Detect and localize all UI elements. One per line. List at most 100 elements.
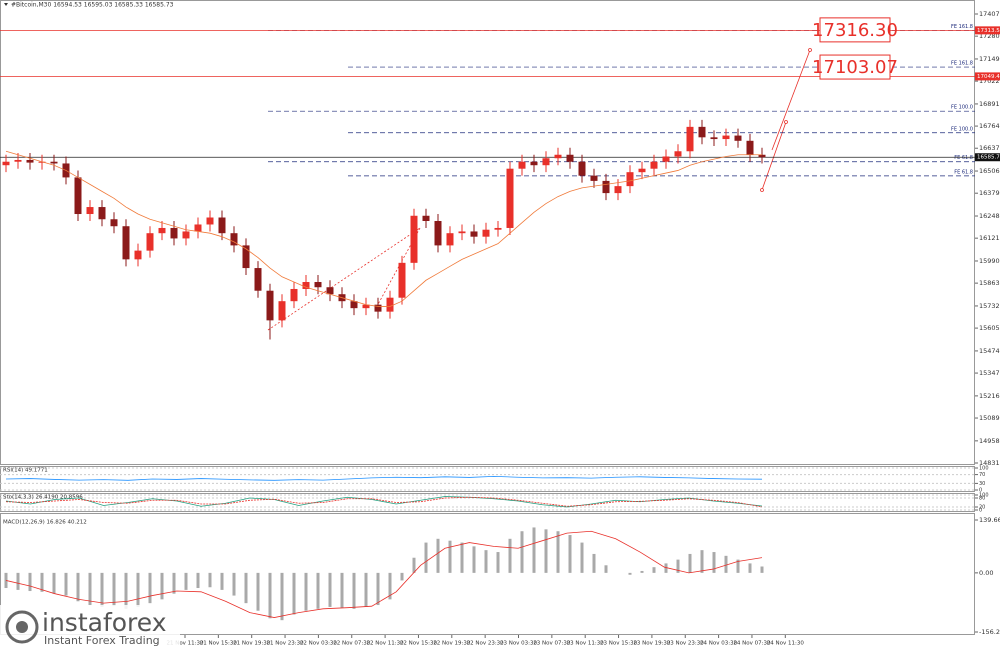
y-tick-label: 15732.65 xyxy=(979,302,1000,310)
candle-body xyxy=(458,231,466,234)
annotation-label: 17316.30 xyxy=(812,20,898,41)
y-tick-label: 20 xyxy=(979,505,985,511)
candle-body xyxy=(446,233,454,246)
fibo-leg xyxy=(267,227,421,331)
x-tick-label: 23 Nov 19:30 xyxy=(633,641,671,647)
fe-label: FE 61.8 xyxy=(954,155,973,161)
candle-body xyxy=(422,215,430,221)
y-tick-label: 17407.40 xyxy=(979,10,1000,18)
fibo-drawing xyxy=(267,48,812,331)
panel-title: Sto(14,3,3) 26.4190 20.8596 xyxy=(3,495,83,501)
macd-bar xyxy=(460,542,464,573)
candle-body xyxy=(650,161,658,169)
macd-bar xyxy=(712,552,716,573)
macd-bar xyxy=(472,546,476,573)
macd-bar xyxy=(508,538,512,573)
candle-body xyxy=(278,301,286,321)
panel-title: RSI(14) 49.1771 xyxy=(3,468,48,474)
candle-body xyxy=(518,161,526,169)
y-tick-label: 16764.45 xyxy=(979,122,1000,130)
candle-body xyxy=(314,282,322,288)
macd-bar xyxy=(604,565,608,573)
candle-body xyxy=(230,233,238,246)
y-tick-label: 100 xyxy=(979,466,989,472)
macd-bar xyxy=(748,563,752,573)
price-tag-label: 17313.58 xyxy=(977,28,1000,34)
macd-bar xyxy=(208,572,212,588)
y-tick-label: 15089.70 xyxy=(979,414,1000,422)
indicator-line xyxy=(5,530,763,618)
candle-body xyxy=(434,220,442,246)
price-tag-label: 17049.43 xyxy=(977,74,1000,80)
macd-bar xyxy=(640,570,644,573)
macd-bar xyxy=(328,572,332,607)
y-tick-label: 0 xyxy=(979,488,982,494)
x-tick-label: 23 Nov 07:30 xyxy=(533,641,571,647)
candle-body xyxy=(482,229,490,237)
x-tick-label: 21 Nov 15:30 xyxy=(200,641,238,647)
y-tick-label: 30 xyxy=(979,481,985,487)
macd-bar xyxy=(148,572,152,604)
macd-bar xyxy=(112,572,116,607)
rsi-panel xyxy=(0,466,975,492)
candle-body xyxy=(362,304,370,309)
macd-bar xyxy=(16,572,20,590)
macd-bar xyxy=(292,572,296,615)
macd-bar xyxy=(352,572,356,609)
anchor xyxy=(760,188,764,192)
fe-label: FE 100.0 xyxy=(951,126,973,132)
y-tick-label: 16891.50 xyxy=(979,100,1000,108)
x-tick-label: 23 Nov 23:30 xyxy=(667,641,705,647)
projection-line xyxy=(771,49,811,151)
main-panel xyxy=(0,0,975,465)
candle-body xyxy=(410,215,418,263)
x-tick-label: 22 Nov 23:30 xyxy=(467,641,505,647)
macd-bar xyxy=(544,529,548,573)
x-tick-label: 22 Nov 11:30 xyxy=(367,641,405,647)
x-tick-label: 22 Nov 03:30 xyxy=(300,641,338,647)
last-price-tag xyxy=(975,153,1000,162)
y-tick-label: 17022.40 xyxy=(979,77,1000,85)
x-tick-label: 21 Nov 19:30 xyxy=(233,641,271,647)
price-tag xyxy=(975,26,1000,35)
candle-body xyxy=(398,262,406,298)
macd-bar xyxy=(52,572,56,594)
candle-body xyxy=(74,177,82,215)
macd-bar xyxy=(520,531,524,573)
candle-body xyxy=(386,297,394,312)
fe-label: FE 100.0 xyxy=(951,105,973,111)
fe-label: FE 161.8 xyxy=(951,24,973,30)
candle-body xyxy=(218,217,226,234)
candle-body xyxy=(38,161,46,163)
candle-body xyxy=(734,135,742,141)
candle-body xyxy=(290,288,298,302)
macd-bar xyxy=(556,531,560,573)
candle-body xyxy=(506,168,514,228)
y-tick-label: 0.00 xyxy=(979,569,993,577)
x-tick-label: 23 Nov 11:30 xyxy=(567,641,605,647)
annotation-label: 17103.07 xyxy=(812,57,898,78)
macd-bar xyxy=(340,572,344,608)
y-tick-label: 15990.60 xyxy=(979,257,1000,265)
macd-bar xyxy=(580,542,584,573)
candle-body xyxy=(98,207,106,220)
macd-bar xyxy=(172,572,176,594)
macd-bar xyxy=(88,572,92,606)
macd-bar xyxy=(28,572,32,592)
macd-bar xyxy=(196,572,200,589)
macd-bar xyxy=(232,572,236,596)
y-tick-label: 15474.70 xyxy=(979,347,1000,355)
x-tick-label: 22 Nov 19:30 xyxy=(433,641,471,647)
candle-body xyxy=(254,268,262,291)
candle-body xyxy=(638,168,646,173)
macd-bar xyxy=(448,540,452,573)
macd-bar xyxy=(412,557,416,573)
logo-name: instaforex xyxy=(42,608,167,637)
fe-label: FE 161.8 xyxy=(951,61,973,67)
y-tick-label: 15216.75 xyxy=(979,392,1000,400)
macd-bar xyxy=(364,572,368,607)
candle-body xyxy=(602,180,610,194)
candle-body xyxy=(674,151,682,157)
candle-body xyxy=(266,290,274,321)
